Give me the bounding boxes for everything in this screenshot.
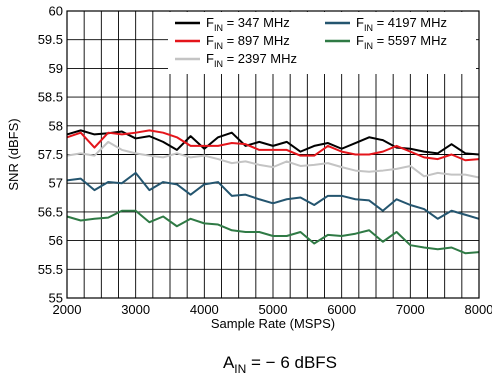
x-tick-label: 2000 — [53, 302, 82, 317]
series-line-4 — [66, 171, 480, 220]
legend-box — [168, 12, 476, 74]
y-tick-label: 55 — [49, 291, 63, 306]
x-tick-label: 6000 — [327, 302, 356, 317]
y-tick-label: 59 — [49, 61, 63, 76]
y-tick-label: 56.5 — [38, 204, 63, 219]
x-tick-label: 7000 — [396, 302, 425, 317]
caption-rest: = − 6 dBFS — [246, 353, 337, 372]
x-tick-label: 4000 — [190, 302, 219, 317]
y-axis-label: SNR (dBFS) — [6, 118, 21, 190]
y-tick-labels: 55 55.5 56 56.5 57 57.5 58 58.5 59 59.5 60 — [38, 4, 63, 306]
y-tick-label: 60 — [49, 4, 63, 19]
y-tick-label: 57 — [49, 176, 63, 191]
legend-label: FIN = 897 MHz — [206, 33, 290, 51]
series-line-5 — [66, 209, 480, 255]
y-tick-label: 55.5 — [38, 262, 63, 277]
caption-main: A — [223, 353, 235, 372]
legend-label: FIN = 347 MHz — [206, 15, 290, 33]
legend-label: FIN = 4197 MHz — [356, 15, 447, 33]
series-line-1 — [66, 129, 480, 156]
series-line-2 — [66, 129, 480, 162]
x-tick-label: 8000 — [465, 302, 492, 317]
y-tick-label: 57.5 — [38, 147, 63, 162]
legend-label: FIN = 2397 MHz — [206, 51, 297, 69]
series-line-3 — [66, 140, 480, 179]
legend-label: FIN = 5597 MHz — [356, 33, 447, 51]
x-tick-label: 5000 — [259, 302, 288, 317]
y-tick-label: 59.5 — [38, 32, 63, 47]
series-lines — [66, 129, 480, 255]
caption: AIN = − 6 dBFS — [223, 353, 337, 376]
x-tick-labels: 2000 3000 4000 5000 6000 7000 8000 — [53, 302, 492, 317]
y-tick-label: 58 — [49, 118, 63, 133]
x-axis-label: Sample Rate (MSPS) — [211, 316, 335, 331]
y-tick-label: 56 — [49, 233, 63, 248]
plot-frame — [66, 10, 480, 299]
x-tick-label: 3000 — [121, 302, 150, 317]
y-tick-label: 58.5 — [38, 90, 63, 105]
caption-sub: IN — [234, 362, 246, 376]
